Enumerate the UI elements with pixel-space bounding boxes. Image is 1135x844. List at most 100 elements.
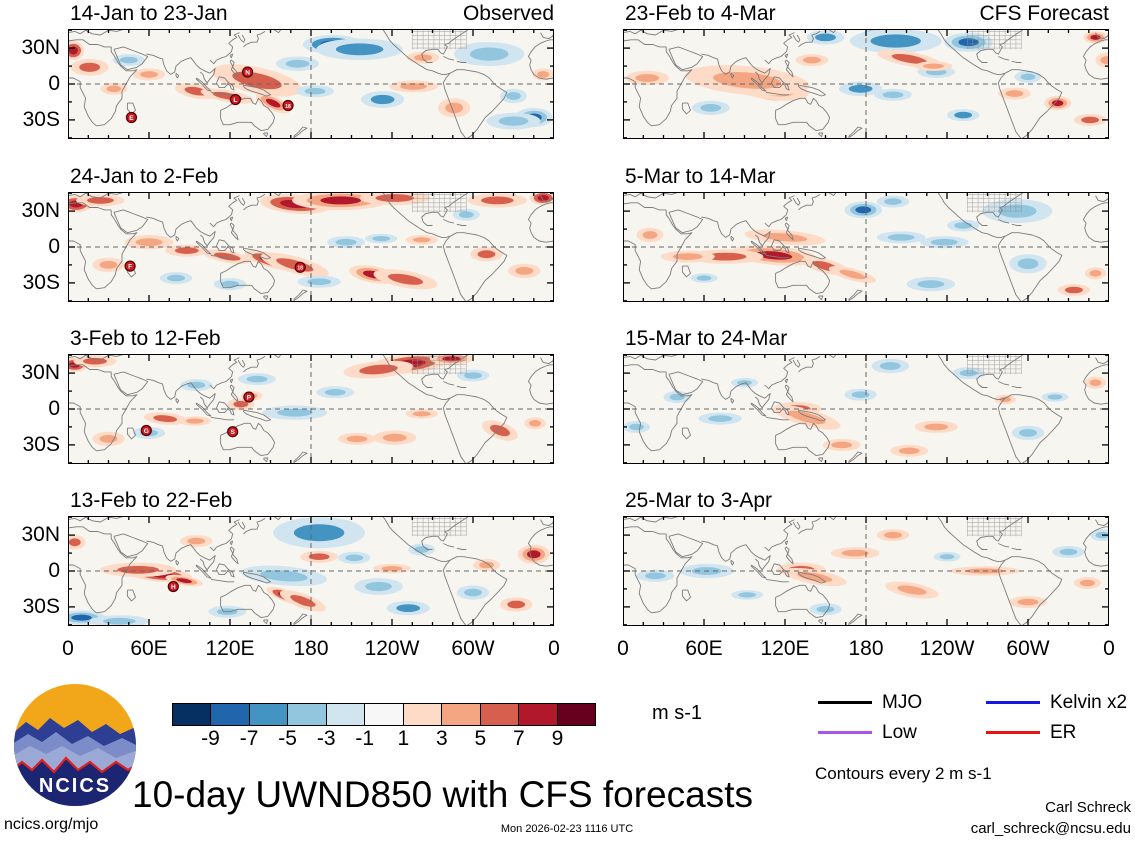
map-panel (623, 516, 1109, 626)
coastlines (68, 29, 554, 139)
grid-hatch (411, 29, 467, 50)
logo-text: NCICS (39, 775, 111, 797)
map-panel (623, 354, 1109, 464)
x-axis-label: 0 (548, 637, 560, 660)
panel-title: 25-Mar to 3-Apr (625, 489, 773, 512)
legend-label: Low (882, 722, 917, 743)
cyclone-marker: H (167, 580, 179, 593)
svg-text:N: N (245, 69, 250, 76)
colorbar-segment (249, 704, 289, 725)
colorbar-segment (288, 704, 327, 725)
ncics-logo: NCICS (14, 684, 136, 806)
colorbar-segment (403, 704, 443, 725)
colorbar-segment (173, 704, 212, 725)
map-panel: N L E 18 (68, 29, 554, 139)
map-panel (623, 29, 1109, 139)
colorbar-tick-label: 7 (513, 727, 525, 750)
svg-text:L: L (233, 97, 237, 104)
colorbar-tick-label: 1 (397, 727, 410, 750)
site-url: ncics.org/mjo (4, 816, 99, 833)
colorbar-tick-label: -1 (355, 727, 375, 750)
x-axis-label: 60W (1006, 637, 1050, 660)
coastlines (68, 354, 554, 464)
panel-corner-label: Observed (462, 2, 554, 25)
map-panel (623, 192, 1109, 302)
x-axis-label: 120E (760, 637, 810, 660)
colorbar-segment (442, 704, 481, 725)
panel-title: 23-Feb to 4-Mar (625, 2, 776, 25)
svg-text:E: E (129, 115, 134, 122)
coastlines (68, 192, 554, 302)
axis-ticks (623, 516, 1109, 626)
colorbar-tick-label: 5 (474, 727, 487, 750)
svg-text:18: 18 (285, 104, 291, 110)
legend-line-mjo (818, 701, 872, 704)
panel-title: 13-Feb to 22-Feb (70, 489, 233, 512)
cyclone-marker: F (124, 260, 136, 272)
cyclone-marker: N (241, 66, 254, 78)
colorbar-tick-label: -3 (316, 727, 336, 750)
anomaly-field (68, 192, 554, 291)
cyclone-marker: E (125, 111, 138, 124)
y-axis-label: 30S (22, 271, 60, 294)
anomaly-field (636, 529, 1109, 616)
map-panel: F 18 (68, 192, 554, 302)
x-axis-label: 180 (848, 637, 884, 660)
x-axis-label: 0 (1103, 637, 1115, 660)
y-axis-label: 30N (21, 361, 60, 384)
colorbar-segment (365, 704, 404, 725)
grid-hatch (411, 192, 467, 213)
coastlines (623, 516, 1109, 626)
legend-label: MJO (882, 692, 923, 713)
colorbar-units: m s-1 (652, 702, 702, 724)
y-axis-label: 0 (48, 72, 60, 95)
y-axis-label: 0 (48, 559, 60, 582)
anomaly-field (68, 34, 554, 130)
grid-hatch (966, 29, 1022, 50)
panel-title: 14-Jan to 23-Jan (70, 2, 228, 25)
svg-text:S: S (231, 429, 236, 436)
grid-hatch (966, 192, 1022, 213)
svg-text:P: P (247, 394, 252, 401)
colorbar (172, 703, 596, 726)
colorbar-tick-label: -5 (278, 727, 297, 750)
cyclone-marker: 18 (294, 261, 306, 273)
author-name: Carl Schreck (1045, 799, 1131, 816)
x-axis-label: 180 (293, 637, 329, 660)
legend-line-kelvin-x2 (986, 701, 1040, 704)
grid-hatch (411, 516, 467, 537)
x-axis-label: 120W (919, 637, 975, 660)
x-axis-label: 60W (451, 637, 495, 660)
grid-hatch (411, 354, 467, 375)
cyclone-marker: P (243, 391, 255, 403)
logo-mountains (14, 718, 136, 806)
x-axis-label: 120E (205, 637, 255, 660)
colorbar-segment (211, 704, 250, 725)
y-axis-label: 30N (21, 199, 60, 222)
timestamp: Mon 2026-02-23 1116 UTC (500, 823, 634, 835)
panel-title: 15-Mar to 24-Mar (625, 327, 788, 350)
y-axis-label: 0 (48, 235, 60, 258)
panel-title: 3-Feb to 12-Feb (70, 327, 221, 350)
svg-text:H: H (171, 584, 176, 591)
anomaly-field (68, 354, 546, 447)
colorbar-tick-label: 9 (551, 727, 564, 750)
coastlines (623, 354, 1109, 464)
colorbar-tick-label: -7 (239, 727, 259, 750)
cyclone-marker: S (227, 426, 239, 438)
contours-note: Contours every 2 m s-1 (815, 764, 992, 783)
grid-hatch (966, 516, 1022, 537)
coastlines (68, 516, 554, 626)
legend-label: ER (1050, 722, 1077, 743)
author-email: carl_schreck@ncsu.edu (970, 820, 1131, 837)
legend-line-low (818, 731, 872, 734)
x-axis-label: 120W (364, 637, 420, 660)
axis-ticks (68, 192, 554, 302)
x-axis-label: 0 (62, 637, 74, 660)
y-axis-label: 30S (22, 595, 60, 618)
svg-text:G: G (144, 428, 149, 435)
figure-title: 10-day UWND850 with CFS forecasts (132, 774, 753, 815)
x-axis-label: 60E (130, 637, 168, 660)
panel-title: 5-Mar to 14-Mar (625, 165, 776, 188)
x-axis-label: 60E (685, 637, 723, 660)
